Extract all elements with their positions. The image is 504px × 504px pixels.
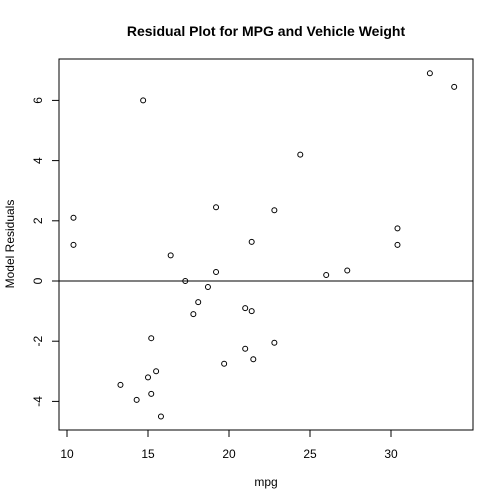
data-point: [271, 339, 278, 346]
data-point: [195, 299, 202, 306]
x-tick-label: 10: [60, 447, 74, 461]
data-point: [344, 267, 351, 274]
y-tick-label: 0: [31, 277, 45, 284]
x-axis-ticks: 10 15 20 25 30: [60, 430, 398, 461]
data-point: [297, 151, 304, 158]
y-tick-label: -4: [31, 396, 45, 407]
data-point: [213, 204, 220, 211]
data-point: [394, 241, 401, 248]
data-point: [133, 396, 140, 403]
data-point: [248, 308, 255, 315]
data-point: [250, 356, 257, 363]
data-point: [242, 345, 249, 352]
data-point: [394, 225, 401, 232]
data-points: [70, 70, 458, 420]
data-point: [271, 207, 278, 214]
data-point: [117, 381, 124, 388]
data-point: [153, 368, 160, 375]
data-point: [323, 271, 330, 278]
data-point: [70, 214, 77, 221]
y-tick-label: 2: [31, 217, 45, 224]
data-point: [182, 278, 189, 284]
y-tick-label: 6: [31, 97, 45, 104]
y-axis-ticks: -4 -2 0 2 4 6: [31, 97, 59, 407]
data-point: [140, 97, 147, 104]
chart-title: Residual Plot for MPG and Vehicle Weight: [127, 23, 406, 39]
data-point: [190, 311, 197, 318]
data-point: [451, 83, 458, 90]
x-tick-label: 15: [141, 447, 155, 461]
data-point: [70, 241, 77, 248]
data-point: [148, 335, 155, 342]
x-axis-label: mpg: [254, 475, 277, 489]
x-tick-label: 30: [384, 447, 398, 461]
data-point: [145, 374, 151, 381]
data-point: [157, 413, 164, 420]
data-point: [426, 70, 433, 77]
y-axis-label: Model Residuals: [3, 200, 17, 289]
y-tick-label: 4: [31, 157, 45, 164]
data-point: [148, 390, 155, 397]
x-tick-label: 20: [222, 447, 236, 461]
data-point: [221, 360, 228, 367]
x-tick-label: 25: [303, 447, 317, 461]
data-point: [213, 268, 220, 275]
data-point: [167, 252, 174, 259]
y-tick-label: -2: [31, 336, 45, 347]
data-point: [248, 238, 255, 245]
data-point: [204, 284, 211, 291]
data-point: [242, 305, 249, 312]
